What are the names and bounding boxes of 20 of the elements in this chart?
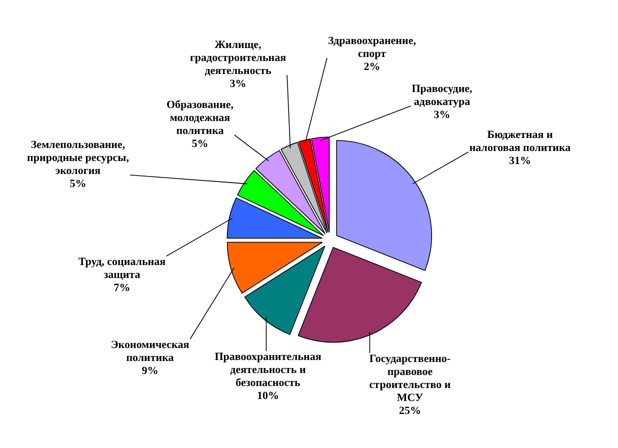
data-label: 3% (434, 109, 450, 121)
slice-label: Государственно-правовое строительство и МСУ (369, 353, 452, 404)
data-label: 5% (192, 138, 208, 150)
data-label: 31% (509, 155, 531, 167)
data-label: 9% (142, 365, 158, 377)
slice-label: Землепользование, природные ресурсы, экология (27, 139, 130, 177)
data-label: 25% (399, 405, 421, 417)
data-label: 5% (70, 178, 86, 190)
slice-label: Экономическая политика (110, 339, 190, 364)
slice-label: Бюджетная и налоговая политика (469, 129, 572, 154)
data-label: 10% (257, 390, 279, 402)
data-label: 7% (114, 282, 130, 294)
slice-label: Труд, социальная защита (78, 256, 166, 281)
data-label: 3% (230, 78, 246, 90)
slice-label: Здравоохранение, спорт (328, 35, 416, 60)
slice-label: Жилище, градостроительная деятельность (190, 39, 286, 77)
slice-label: Правосудие, адвокатура (412, 83, 473, 108)
data-label: 2% (364, 61, 380, 73)
slice-label: Образование, молодежная политика (166, 99, 234, 137)
slice-label: Правоохранительная деятельность и безопасность (214, 351, 322, 389)
